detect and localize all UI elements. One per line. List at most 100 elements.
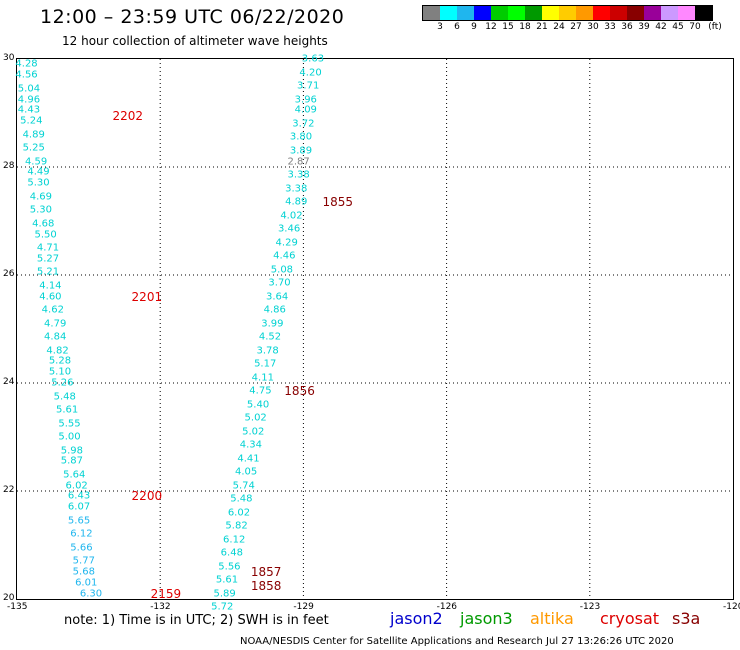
wave-height-value: 4.86 xyxy=(263,304,286,316)
wave-height-value: 5.28 xyxy=(48,355,72,367)
wave-height-value: 5.02 xyxy=(244,412,267,424)
color-scale-swatch xyxy=(678,6,695,20)
color-scale-swatch xyxy=(644,6,661,20)
wave-height-value: 4.28 xyxy=(15,58,38,70)
wave-height-value: 6.48 xyxy=(220,547,243,559)
wave-height-value: 3.46 xyxy=(277,223,301,235)
wave-height-value: 4.89 xyxy=(285,196,308,208)
wave-height-value: 4.41 xyxy=(237,453,260,465)
wave-height-value: 3.89 xyxy=(289,145,313,157)
wave-height-value: 6.02 xyxy=(65,480,88,492)
map-subtitle: 12 hour collection of altimeter wave hei… xyxy=(62,34,328,48)
latitude-tick: 20 xyxy=(3,593,15,603)
color-scale-swatch xyxy=(440,6,457,20)
color-scale-swatch xyxy=(627,6,644,20)
latitude-tick: 24 xyxy=(3,377,15,387)
color-scale-label: 30 xyxy=(587,22,599,32)
wave-height-value: 5.02 xyxy=(242,426,265,438)
wave-height-value: 4.34 xyxy=(239,439,263,451)
color-scale-label: 36 xyxy=(621,22,633,32)
wave-height-value: 6.12 xyxy=(70,528,93,540)
wave-height-value: 5.24 xyxy=(20,115,43,127)
wave-height-value: 5.77 xyxy=(72,555,95,567)
wave-height-value: 5.26 xyxy=(51,377,74,389)
wave-height-value: 4.82 xyxy=(46,345,69,357)
color-scale-label: 6 xyxy=(454,22,460,32)
wave-height-value: 5.48 xyxy=(230,493,253,505)
wave-height-value: 3.96 xyxy=(294,94,317,105)
color-scale-label: 3 xyxy=(437,22,443,32)
color-scale-label: 45 xyxy=(672,22,684,32)
wave-height-value: 4.29 xyxy=(275,237,298,249)
wave-height-value: 6.43 xyxy=(67,490,91,502)
wave-height-value: 4.68 xyxy=(32,218,55,230)
wave-height-value: 5.30 xyxy=(29,204,52,216)
color-scale-label: 33 xyxy=(604,22,616,32)
color-scale-swatch xyxy=(695,6,712,20)
footnote: note: 1) Time is in UTC; 2) SWH is in fe… xyxy=(64,613,329,628)
color-scale-swatch xyxy=(474,6,491,20)
color-scale-swatch xyxy=(559,6,576,20)
wave-height-value: 6.01 xyxy=(75,577,98,589)
color-scale-label: 27 xyxy=(570,22,582,32)
wave-height-value: 4.56 xyxy=(15,69,38,81)
map-plot-area: 4.28 4.56 5.04 4.96 4.43 5.24 4.89 5.25 4.59 4.49… xyxy=(15,54,734,613)
wave-height-value: 4.96 xyxy=(17,94,41,105)
wave-height-value: 6.30 xyxy=(79,588,103,600)
wave-height-value: 4.09 xyxy=(294,104,317,116)
wave-height-value: 5.65 xyxy=(67,515,91,527)
legend-item-altika: altika xyxy=(530,609,574,628)
wave-height-value: 3.64 xyxy=(266,291,289,303)
wave-height-value: 5.74 xyxy=(232,480,255,492)
wave-height-value: 5.50 xyxy=(34,229,57,240)
wave-height-value: 5.55 xyxy=(58,418,81,429)
legend-item-jason2: jason2 xyxy=(390,609,443,628)
wave-height-value: 5.48 xyxy=(53,391,76,402)
color-scale-label: 9 xyxy=(471,22,477,32)
color-scale-swatch xyxy=(610,6,627,20)
wave-height-value: 4.60 xyxy=(39,291,62,303)
wave-height-value: 4.43 xyxy=(17,104,41,116)
wave-height-value: 4.46 xyxy=(273,250,296,262)
color-scale-swatch xyxy=(525,6,542,20)
wave-height-value: 5.72 xyxy=(211,601,234,613)
wave-height-value: 5.08 xyxy=(270,264,294,276)
legend-item-s3a: s3a xyxy=(672,609,701,628)
pass-time-label: 2202 xyxy=(112,108,143,123)
wave-height-value: 4.02 xyxy=(280,210,303,222)
wave-height-value: 2.87 xyxy=(287,156,310,168)
wave-height-value: 4.11 xyxy=(251,372,274,384)
color-scale-label: 24 xyxy=(553,22,565,32)
wave-height-value: 3.72 xyxy=(292,118,315,130)
longitude-tick: -129 xyxy=(293,602,314,612)
color-scale-label: 42 xyxy=(655,22,667,32)
wave-height-value: 4.71 xyxy=(36,242,60,254)
latitude-tick: 26 xyxy=(3,269,15,279)
wave-height-value: 5.64 xyxy=(63,469,86,481)
wave-height-value: 5.87 xyxy=(60,455,84,467)
wave-height-value: 5.17 xyxy=(254,358,277,370)
wave-height-value: 5.56 xyxy=(218,561,241,573)
lat-lon-grid xyxy=(17,59,733,599)
color-scale-swatch xyxy=(576,6,593,20)
wave-height-value: 6.07 xyxy=(67,501,91,513)
wave-height-value: 3.63 xyxy=(301,53,325,65)
wave-height-value: 5.30 xyxy=(27,177,50,189)
wave-height-value: 5.98 xyxy=(60,445,84,456)
wave-height-value: 4.75 xyxy=(249,385,272,397)
pass-time-label: 2201 xyxy=(131,289,163,304)
wave-height-value: 4.05 xyxy=(234,466,258,478)
latitude-tick: 30 xyxy=(3,53,15,63)
pass-time-label: 2159 xyxy=(150,586,182,601)
wave-height-value: 4.89 xyxy=(22,129,45,141)
wave-height-value: 5.21 xyxy=(36,266,60,278)
wave-height-value: 4.49 xyxy=(27,166,50,178)
longitude-tick: -120 xyxy=(723,602,740,612)
pass-time-label: 1857 xyxy=(250,565,282,579)
wave-height-value: 3.70 xyxy=(268,277,291,289)
wave-height-value: 4.79 xyxy=(44,318,67,330)
legend-item-cryosat: cryosat xyxy=(600,609,660,628)
pass-time-label: 1856 xyxy=(284,384,315,399)
color-scale-label: 70 xyxy=(689,22,701,32)
map-title: 12:00 – 23:59 UTC 06/22/2020 xyxy=(40,6,345,28)
